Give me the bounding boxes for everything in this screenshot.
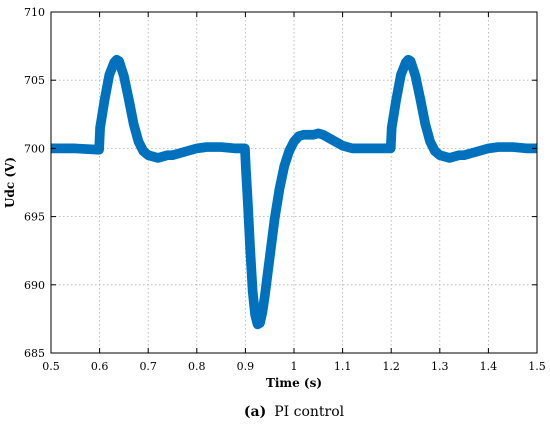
grid-lines <box>51 12 537 353</box>
caption-text: PI control <box>274 404 344 420</box>
axis-ticks <box>50 11 538 354</box>
figure-caption: (a) PI control <box>244 403 345 420</box>
x-tick-label: 0.5 <box>42 360 60 373</box>
x-tick-label: 0.7 <box>139 360 157 373</box>
y-tick-label: 685 <box>24 347 45 360</box>
x-tick-label: 1.5 <box>528 360 546 373</box>
y-tick-label: 705 <box>24 74 45 87</box>
x-tick-label: 1 <box>291 360 298 373</box>
caption-label: (a) <box>244 404 266 420</box>
y-tick-labels: 685 690 695 700 705 710 <box>24 6 45 360</box>
x-tick-label: 1.4 <box>480 360 498 373</box>
x-tick-label: 0.9 <box>237 360 255 373</box>
y-tick-label: 710 <box>24 6 45 19</box>
series-line <box>51 54 537 330</box>
y-axis-label: Udc (V) <box>3 157 17 208</box>
y-tick-label: 695 <box>24 211 45 224</box>
series-layer <box>51 54 537 330</box>
x-tick-label: 0.6 <box>91 360 109 373</box>
x-tick-label: 1.2 <box>382 360 400 373</box>
x-tick-label: 1.3 <box>431 360 449 373</box>
y-tick-label: 690 <box>24 279 45 292</box>
x-tick-label: 0.8 <box>188 360 206 373</box>
y-tick-label: 700 <box>24 142 45 155</box>
x-tick-label: 1.1 <box>334 360 352 373</box>
x-tick-labels: 0.5 0.6 0.7 0.8 0.9 1 1.1 1.2 1.3 1.4 1.5 <box>42 360 546 373</box>
x-axis-label: Time (s) <box>266 376 322 390</box>
